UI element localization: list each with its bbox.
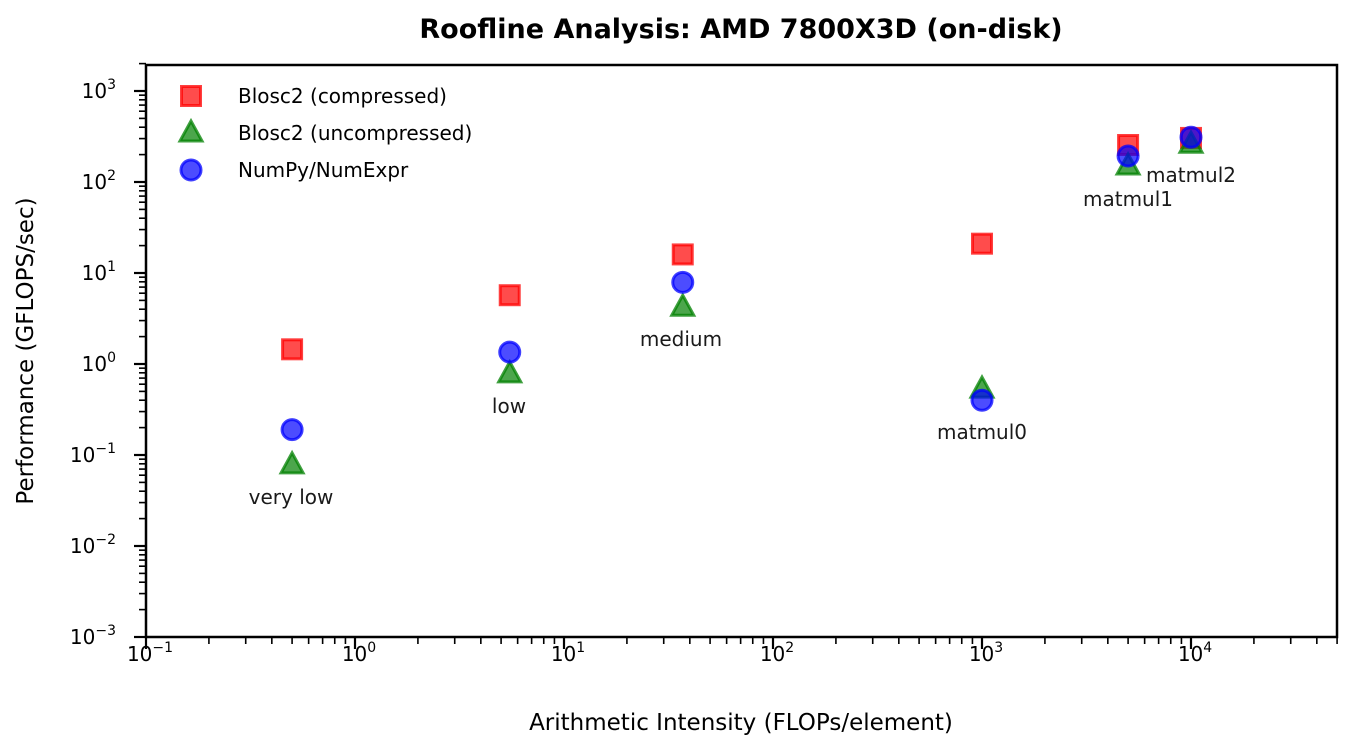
series-circle bbox=[280, 125, 1203, 442]
triangle-marker bbox=[496, 358, 524, 384]
y-tick-label: 103 bbox=[82, 77, 116, 103]
y-tick-label: 10−3 bbox=[70, 623, 116, 649]
circle-marker bbox=[1116, 144, 1140, 168]
annotation-label: matmul1 bbox=[1083, 187, 1173, 211]
circle-legend-icon bbox=[179, 158, 203, 182]
circle-marker bbox=[970, 388, 994, 412]
annotation-label: low bbox=[492, 394, 526, 418]
annotation-label: medium bbox=[640, 327, 722, 351]
square-marker bbox=[971, 232, 993, 255]
annotation-label: very low bbox=[249, 485, 334, 509]
square-marker bbox=[281, 338, 304, 361]
y-tick-label: 101 bbox=[82, 259, 116, 285]
triangle-marker bbox=[278, 449, 306, 475]
square-marker bbox=[671, 243, 694, 266]
x-tick-label: 103 bbox=[969, 640, 1003, 666]
legend-label: Blosc2 (uncompressed) bbox=[238, 121, 472, 145]
plot-frame bbox=[144, 63, 1339, 639]
circle-marker bbox=[498, 340, 522, 364]
triangle-legend-icon bbox=[177, 117, 205, 143]
annotation-label: matmul0 bbox=[937, 420, 1027, 444]
y-tick-label: 10−2 bbox=[70, 532, 116, 558]
annotation-label: matmul2 bbox=[1146, 163, 1236, 187]
chart-title: Roofline Analysis: AMD 7800X3D (on-disk) bbox=[419, 14, 1062, 45]
legend-item: Blosc2 (compressed) bbox=[180, 84, 447, 108]
square-marker bbox=[498, 284, 521, 307]
circle-marker bbox=[1179, 125, 1203, 149]
legend-label: Blosc2 (compressed) bbox=[238, 84, 447, 108]
y-tick-label: 102 bbox=[82, 168, 116, 194]
y-axis-ticks: 10−3 10−2 10−1 100 101 102 103 bbox=[70, 62, 146, 649]
y-tick-label: 100 bbox=[82, 350, 116, 376]
x-tick-label: 10−1 bbox=[127, 640, 173, 666]
data-markers bbox=[278, 125, 1205, 475]
legend-label: NumPy/NumExpr bbox=[238, 158, 409, 182]
x-axis-ticks: 10−1 100 101 102 103 104 bbox=[127, 637, 1338, 666]
circle-marker bbox=[280, 418, 304, 442]
y-tick-label: 10−1 bbox=[70, 441, 116, 467]
x-axis-label: Arithmetic Intensity (FLOPs/element) bbox=[529, 710, 953, 736]
x-tick-label: 101 bbox=[551, 640, 585, 666]
circle-marker bbox=[671, 270, 695, 294]
x-tick-label: 100 bbox=[342, 640, 376, 666]
x-tick-label: 102 bbox=[760, 640, 794, 666]
triangle-marker bbox=[669, 292, 697, 317]
plot-area: 10−1 100 101 102 103 104 10−310−210−110010110… bbox=[70, 62, 1339, 666]
legend-item: NumPy/NumExpr bbox=[179, 158, 409, 182]
legend-item: Blosc2 (uncompressed) bbox=[177, 117, 472, 145]
legend: Blosc2 (compressed) Blosc2 (uncompressed)… bbox=[177, 84, 472, 182]
y-axis-label: Performance (GFLOPS/sec) bbox=[13, 197, 39, 504]
x-tick-label: 104 bbox=[1178, 640, 1212, 666]
square-legend-icon bbox=[180, 85, 202, 107]
